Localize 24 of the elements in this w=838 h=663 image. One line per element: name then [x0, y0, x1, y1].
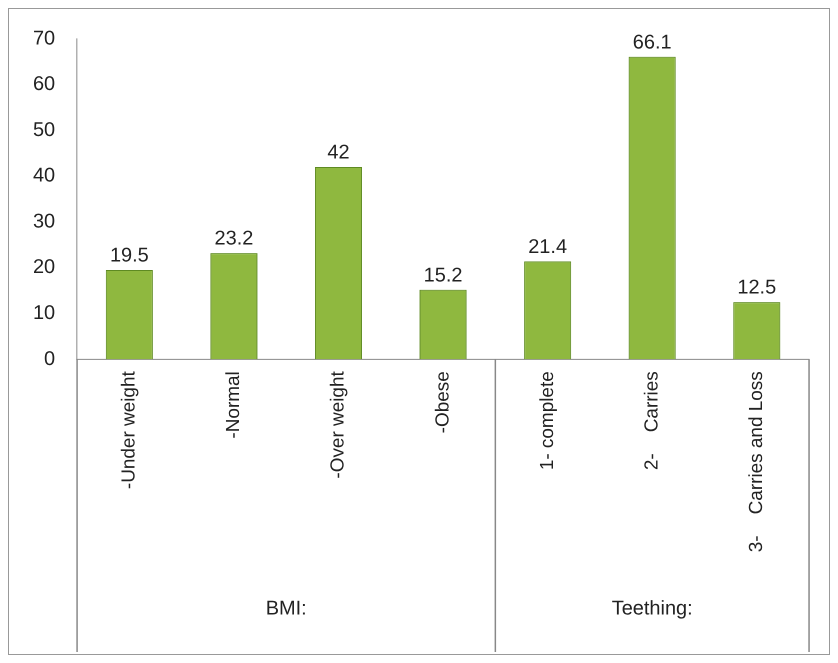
data-label: 66.1: [632, 31, 672, 54]
y-tick-label: 70: [32, 27, 56, 50]
x-tick-label: 2- Carries: [641, 371, 662, 470]
x-tick-label: -Obese: [432, 371, 454, 434]
data-label: 12.5: [737, 276, 776, 299]
x-tick-label: -Under weight: [118, 370, 140, 490]
data-label: 21.4: [528, 236, 568, 258]
x-tick-label: 3- Carries and Loss: [746, 371, 767, 552]
text: Teething:: [612, 598, 693, 620]
y-tick-label: 30: [32, 210, 56, 232]
y-tick-label: 10: [32, 302, 56, 324]
y-tick-label: 20: [32, 256, 56, 278]
y-tick-label: 50: [32, 118, 56, 141]
x-tick-label: -Normal: [223, 371, 244, 439]
data-label: 23.2: [214, 228, 254, 250]
x-tick-label: -Over weight: [328, 370, 349, 479]
y-tick-label: 0: [44, 348, 56, 370]
y-tick-label: 40: [32, 164, 56, 187]
x-tick-label: 1- complete: [536, 371, 558, 470]
data-label: 15.2: [424, 264, 462, 286]
y-tick-label: 60: [32, 73, 56, 96]
data-label: 42: [327, 142, 350, 164]
data-label: 19.5: [110, 244, 149, 267]
text: BMI:: [266, 598, 307, 620]
